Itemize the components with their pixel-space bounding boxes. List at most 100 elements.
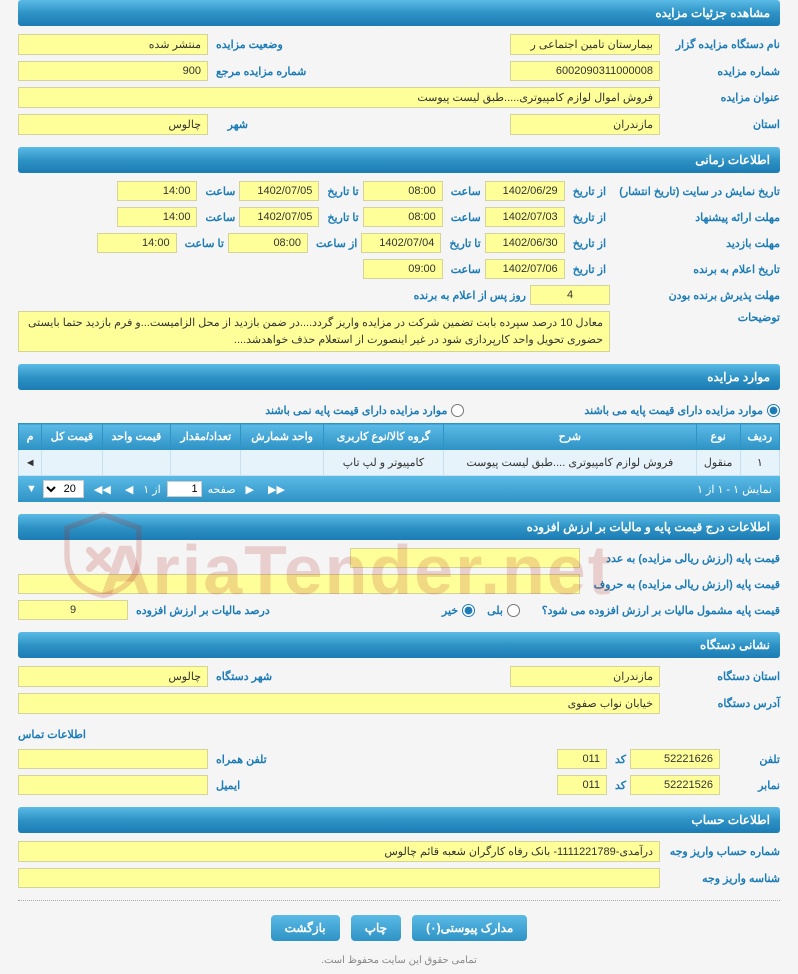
pager-first-icon[interactable]: ▶▶ [264,483,289,496]
fax-code-label: کد [607,779,630,792]
code-label: کد [607,753,630,766]
phone-value: 52221626 [630,749,720,769]
from-time-lbl: از ساعت [308,237,361,250]
th-uprice: قیمت واحد [102,424,171,450]
status-label: وضعیت مزایده [208,38,291,51]
vat-pct-label: درصد مالیات بر ارزش افزوده [128,604,278,617]
display-from: 1402/06/29 [485,181,565,201]
display-time1: 08:00 [363,181,443,201]
vat-yes[interactable]: بلی [487,604,520,617]
th-type: نوع [696,424,740,450]
td-total [42,450,102,476]
pager: نمایش ۱ - ۱ از ۱ ▶▶ ▶ صفحه از ۱ ◀ ◀◀ 20 … [18,476,780,502]
offer-to: 1402/07/05 [239,207,319,227]
to-date-lbl-3: تا تاریخ [441,237,484,250]
footer-buttons: مدارک پیوستی(۰) چاپ بازگشت [18,900,780,947]
td-uprice [102,450,171,476]
pager-next-icon[interactable]: ◀ [121,483,137,496]
vat-yes-input[interactable] [507,604,520,617]
to-time-lbl: تا ساعت [177,237,228,250]
section-header-address: نشانی دستگاه [18,632,780,658]
auction-no-label: شماره مزایده [660,65,780,78]
visit-from: 1402/06/30 [485,233,565,253]
expand-icon: ◄ [25,457,36,469]
pager-last-icon[interactable]: ◀◀ [90,483,115,496]
vat-yes-label: بلی [487,604,503,617]
td-type: منقول [696,450,740,476]
days-after-lbl: روز پس از اعلام به برنده [406,289,530,302]
radio-no-base[interactable]: موارد مزایده دارای قیمت پایه نمی باشند [265,404,464,417]
winner-label: تاریخ اعلام به برنده [610,263,780,276]
table-header-row: ردیف نوع شرح گروه کالا/نوع کاربری واحد ش… [19,424,780,450]
back-button[interactable]: بازگشت [271,915,340,941]
page-input[interactable] [167,481,202,497]
offer-time2: 14:00 [117,207,197,227]
acc-label: شماره حساب واریز وجه [660,845,780,858]
vat-no[interactable]: خیر [442,604,475,617]
display-to: 1402/07/05 [239,181,319,201]
visit-time2: 14:00 [97,233,177,253]
winner-time: 09:00 [363,259,443,279]
radio-no-base-input[interactable] [451,404,464,417]
from-date-lbl-3: از تاریخ [565,237,610,250]
province-label: استان [660,118,780,131]
attach-button[interactable]: مدارک پیوستی(۰) [412,915,527,941]
base-word-value [18,574,580,594]
pager-info: نمایش ۱ - ۱ از ۱ [697,483,772,496]
code-value: 011 [557,749,607,769]
time-lbl-3: ساعت [443,211,485,224]
pager-prev-icon[interactable]: ▶ [242,483,258,496]
addr-province-value: مازندران [510,666,660,687]
print-button[interactable]: چاپ [351,915,401,941]
vat-q-label: قیمت پایه مشمول مالیات بر ارزش افزوده می… [520,604,780,617]
display-label: تاریخ نمایش در سایت (تاریخ انتشار) [610,185,780,198]
from-date-lbl-4: از تاریخ [565,263,610,276]
th-unit: واحد شمارش [241,424,324,450]
display-time2: 14:00 [117,181,197,201]
table-row[interactable]: ۱ منقول فروش لوازم کامپیوتری ....طبق لیس… [19,450,780,476]
th-group: گروه کالا/نوع کاربری [324,424,444,450]
td-desc: فروش لوازم کامپیوتری ....طبق لیست پیوست [443,450,696,476]
td-ext[interactable]: ◄ [19,450,42,476]
th-qty: تعداد/مقدار [171,424,241,450]
radio-has-base[interactable]: موارد مزایده دارای قیمت پایه می باشند [584,404,780,417]
contact-title: اطلاعات تماس [18,720,780,749]
to-date-lbl: تا تاریخ [319,185,362,198]
th-row: ردیف [740,424,779,450]
radio-has-base-label: موارد مزایده دارای قیمت پایه می باشند [584,404,763,417]
status-value: منتشر شده [18,34,208,55]
base-num-value [350,548,580,568]
radio-has-base-input[interactable] [767,404,780,417]
th-desc: شرح [443,424,696,450]
from-date-lbl-2: از تاریخ [565,211,610,224]
title-label: عنوان مزایده [660,91,780,104]
td-qty [171,450,241,476]
td-unit [241,450,324,476]
vat-no-label: خیر [442,604,458,617]
org-value: بیمارستان تامین اجتماعی ر [510,34,660,55]
footer-text: تمامی حقوق این سایت محفوظ است. [18,947,780,966]
desc-value: معادل 10 درصد سپرده بابت تضمین شرکت در م… [18,311,610,352]
accept-label: مهلت پذیرش برنده بودن [610,289,780,302]
section-header-items: موارد مزایده [18,364,780,390]
acc-value: درآمدی-1111221789- بانک رفاه کارگران شعب… [18,841,660,862]
visit-label: مهلت بازدید [610,237,780,250]
offer-label: مهلت ارائه پیشنهاد [610,211,780,224]
acc-id-label: شناسه واریز وجه [660,872,780,885]
mobile-value [18,749,208,769]
vat-no-input[interactable] [462,604,475,617]
ref-no-value: 900 [18,61,208,81]
winner-from: 1402/07/06 [485,259,565,279]
pager-dropdown-icon[interactable]: ▼ [26,483,37,495]
offer-from: 1402/07/03 [485,207,565,227]
th-ext: م [19,424,42,450]
desc-label: توضیحات [610,311,780,324]
offer-time1: 08:00 [363,207,443,227]
page-size-select[interactable]: 20 [43,480,84,498]
ref-no-label: شماره مزایده مرجع [208,65,314,78]
vat-pct-value: 9 [18,600,128,620]
title-value: فروش اموال لوازم کامپیوتری.....طبق لیست … [18,87,660,108]
section-header-time: اطلاعات زمانی [18,147,780,173]
time-lbl-2: ساعت [197,185,239,198]
addr-city-value: چالوس [18,666,208,687]
